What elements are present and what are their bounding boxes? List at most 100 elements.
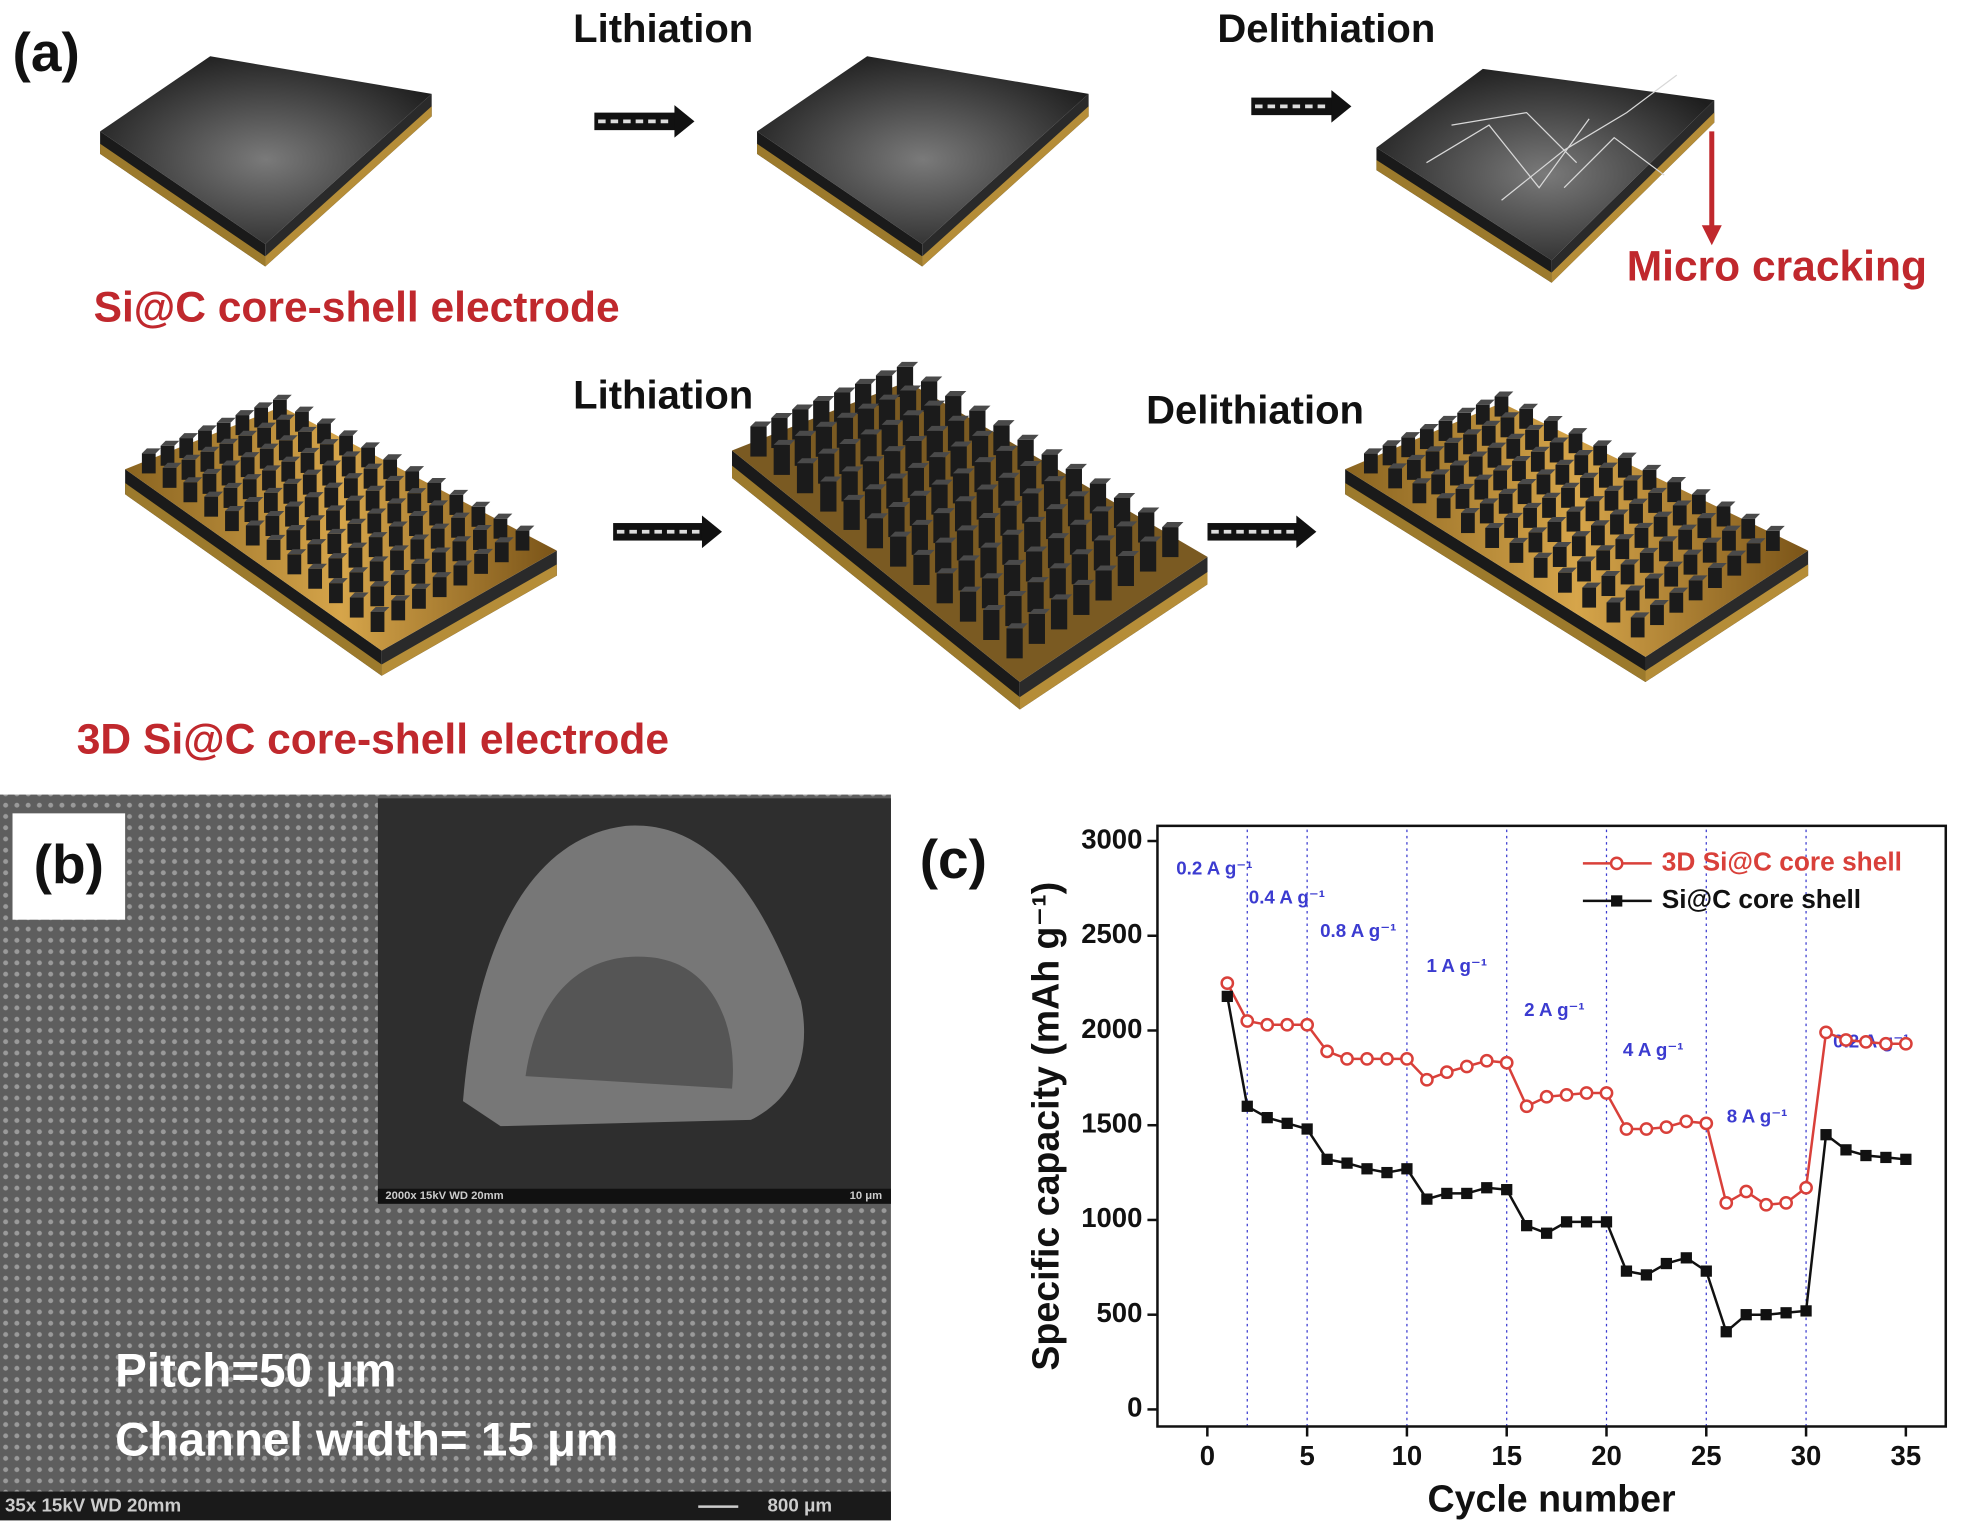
pillar-side (1091, 511, 1109, 542)
y-tick-label: 1000 (1081, 1202, 1142, 1233)
panel-b: 2000x 15kV WD 20mm 10 μm (b) Pitch=50 μm Cha… (0, 794, 891, 1521)
pillar-top (1493, 465, 1513, 471)
pillar-top (1645, 573, 1664, 579)
pillar-top (409, 510, 428, 516)
pillar-side (183, 482, 198, 503)
pillar-top (370, 606, 390, 612)
pillar-side (387, 503, 402, 524)
pillar-side (348, 547, 363, 568)
marker (1499, 1055, 1514, 1070)
pillar-top (1436, 493, 1456, 499)
pillar-side (1606, 602, 1621, 623)
process-arrow (1251, 90, 1352, 123)
pillar-top (1653, 511, 1673, 517)
pillar-top (929, 452, 951, 458)
pillar-side (317, 423, 331, 444)
pillar-top (432, 572, 452, 578)
pillar-side (820, 481, 837, 512)
pillar-top (329, 578, 348, 584)
pillar-top (388, 521, 408, 527)
pillar-top (1580, 472, 1599, 478)
pillar-top (958, 555, 980, 561)
x-tick-label: 5 (1299, 1440, 1314, 1471)
pillar-side (1474, 479, 1489, 500)
pillar-top (1043, 476, 1066, 482)
pillar-side (219, 443, 234, 464)
pillar-top (225, 506, 244, 512)
pillar-top (1610, 509, 1629, 515)
pillar-side (1672, 505, 1687, 526)
pillar-side (841, 471, 858, 502)
pillar-side (1512, 461, 1526, 482)
pillar-top (923, 400, 946, 406)
pillar-top (1582, 582, 1602, 588)
pillar-side (1596, 550, 1611, 571)
pillar-top (1444, 437, 1464, 443)
process-arrow (594, 105, 695, 138)
pillar-side (1002, 534, 1019, 565)
pillar-top (1683, 549, 1703, 555)
marker (1539, 1089, 1554, 1104)
pillar-top (1601, 570, 1621, 576)
pillar-side (141, 453, 156, 474)
pillar-side (262, 470, 276, 491)
marker (1540, 1227, 1553, 1239)
pillar-side (349, 597, 364, 618)
pillar-side (958, 560, 975, 591)
pillar-top (773, 439, 795, 445)
pillar-side (1577, 561, 1591, 582)
pillar-side (429, 505, 444, 526)
marker (1301, 1123, 1313, 1135)
pillar-top (324, 482, 344, 488)
pillar-side (1461, 513, 1475, 534)
marker (1840, 1144, 1852, 1156)
pillar-side (367, 513, 382, 534)
marker (1519, 1099, 1534, 1114)
marker (1659, 1120, 1674, 1134)
pillar-top (429, 500, 449, 506)
pillar-side (1162, 527, 1179, 558)
pillar-top (1487, 442, 1507, 448)
pillar-side (1028, 613, 1045, 644)
info-bar (0, 1491, 891, 1521)
pillar-side (1645, 578, 1659, 599)
inset-bar (377, 1188, 891, 1204)
pillar-side (1025, 551, 1043, 582)
pillar-side (864, 489, 882, 520)
pillar-top (1593, 440, 1613, 446)
pillar-side (1005, 596, 1022, 627)
pillar-top (412, 583, 431, 589)
electrode (1376, 68, 1715, 283)
pillar-top (287, 549, 307, 555)
pillar-side (1519, 408, 1534, 429)
pillar-top (344, 473, 363, 479)
pillar-top (1412, 478, 1432, 484)
legend-marker (1609, 856, 1624, 871)
pillar-top (266, 534, 286, 540)
pillar-side (1741, 518, 1756, 539)
pillar-top (875, 370, 898, 376)
pillar-side (471, 506, 486, 527)
inset-scale: 10 μm (850, 1190, 883, 1202)
x-tick-label: 30 (1791, 1440, 1822, 1471)
pillar-top (971, 430, 994, 436)
pillar-side (1746, 543, 1761, 564)
pillar-top (843, 494, 865, 500)
pillar-top (259, 443, 279, 449)
pillar-top (198, 425, 217, 431)
pillar-top (839, 439, 861, 445)
marker (1639, 1122, 1654, 1136)
pillar-top (1019, 461, 1042, 467)
pillar-side (1530, 451, 1545, 472)
pillar-side (1506, 438, 1521, 459)
pillar-top (1664, 561, 1684, 567)
marker (1481, 1182, 1493, 1194)
pillar-side (1117, 555, 1134, 587)
pillar-side (259, 448, 274, 469)
pillar-side (1620, 564, 1635, 585)
pillar-side (909, 495, 927, 526)
pillar-side (1528, 532, 1543, 553)
marker (1719, 1196, 1734, 1210)
pillar-side (1406, 459, 1421, 480)
pillar-top (1139, 536, 1162, 542)
